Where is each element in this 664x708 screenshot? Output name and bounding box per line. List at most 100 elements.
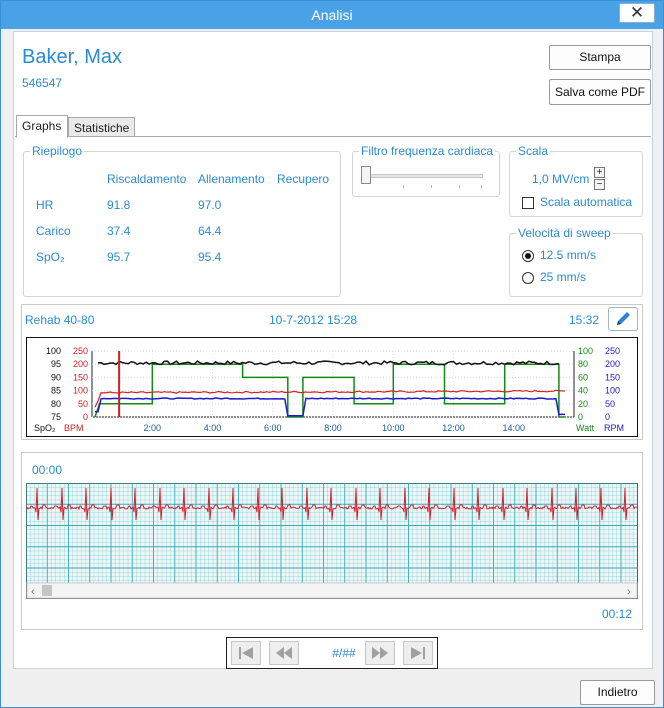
- ecg-strip: ‹ ›: [26, 483, 638, 599]
- time-tick-label: 4:00: [204, 423, 222, 433]
- hr-filter-legend: Filtro frequenza cardiaca: [359, 144, 496, 158]
- row-label: HR: [36, 198, 54, 212]
- patient-id: 546547: [22, 76, 63, 90]
- hr-filter-slider-track[interactable]: [365, 174, 483, 178]
- watt-tick-label: 20: [578, 399, 588, 409]
- session-duration: 15:32: [569, 313, 600, 327]
- scale-legend: Scala: [516, 144, 551, 158]
- summary-legend: Riepilogo: [30, 144, 85, 158]
- watt-axis-label: Watt: [576, 423, 595, 433]
- value-cell: 91.8: [107, 198, 131, 212]
- watt-tick-label: 100: [578, 346, 593, 356]
- value-cell: 97.0: [198, 198, 222, 212]
- ecg-start-time: 00:00: [32, 463, 63, 477]
- sweep-speed-group: Velocità di sweep 12.5 mm/s 25 mm/s: [509, 226, 643, 297]
- scale-increase-button[interactable]: +: [594, 167, 605, 178]
- auto-scale-checkbox[interactable]: [522, 197, 534, 209]
- column-header: Riscaldamento: [107, 172, 187, 186]
- sweep-option-label[interactable]: 25 mm/s: [540, 270, 587, 284]
- first-button[interactable]: [231, 641, 261, 665]
- skip-first-icon: [239, 647, 253, 659]
- sweep-legend: Velocità di sweep: [516, 226, 613, 240]
- session-datetime: 10-7-2012 15:28: [269, 313, 358, 327]
- bpm-tick-label: 50: [78, 399, 88, 409]
- back-button[interactable]: Indietro: [580, 680, 655, 705]
- program-name: Rehab 40-80: [25, 313, 95, 327]
- spo2-tick-label: 90: [51, 372, 61, 382]
- trend-chart-border: [26, 337, 638, 437]
- value-cell: 95.7: [107, 250, 131, 264]
- spo2-axis-label: SpO₂: [34, 423, 56, 433]
- value-cell: 64.4: [198, 224, 222, 238]
- slider-tick: [481, 185, 482, 188]
- column-header: Recupero: [277, 172, 330, 186]
- graphs-tab-panel: Riepilogo Riscaldamento Allenamento Recu…: [15, 136, 651, 634]
- patient-name: Baker, Max: [22, 46, 123, 68]
- time-tick-label: 2:00: [143, 423, 161, 433]
- watt-tick-label: 80: [578, 359, 588, 369]
- bpm-axis-label: BPM: [64, 423, 84, 433]
- next-button[interactable]: [365, 641, 395, 665]
- sweep-option-label[interactable]: 12.5 mm/s: [540, 248, 597, 262]
- column-header: Allenamento: [198, 172, 265, 186]
- hr-filter-slider-thumb[interactable]: [361, 166, 371, 184]
- ecg-scrollbar[interactable]: [26, 582, 638, 599]
- content-panel: Baker, Max 546547 Stampa Salva come PDF …: [13, 31, 653, 669]
- spo2-tick-label: 100: [46, 346, 61, 356]
- record-navigation: #/##: [226, 637, 438, 669]
- title-bar: Analisi ✕: [1, 1, 663, 29]
- rpm-tick-label: 200: [605, 359, 620, 369]
- time-tick-label: 8:00: [324, 423, 342, 433]
- spo2-tick-label: 85: [51, 386, 61, 396]
- trend-panel: Rehab 40-80 10-7-2012 15:28 15:32 100 250…: [21, 304, 643, 440]
- spo2-tick-label: 95: [51, 359, 61, 369]
- watt-line: [94, 363, 565, 418]
- slider-tick: [403, 185, 404, 188]
- slider-tick: [459, 185, 460, 188]
- auto-scale-label[interactable]: Scala automatica: [540, 195, 633, 209]
- last-button[interactable]: [403, 641, 433, 665]
- ecg-trace: [26, 487, 638, 521]
- ecg-end-time: 00:12: [602, 607, 633, 621]
- slider-tick: [431, 185, 432, 188]
- scale-group: Scala 1,0 MV/cm + − Scala automatica: [509, 144, 643, 217]
- window-title: Analisi: [311, 7, 353, 23]
- bpm-tick-label: 250: [73, 346, 88, 356]
- page-indicator: #/##: [332, 646, 356, 660]
- previous-button[interactable]: [269, 641, 299, 665]
- spo2-tick-label: 75: [51, 412, 61, 422]
- sweep-radio-12-5[interactable]: [522, 250, 534, 262]
- print-button[interactable]: Stampa: [549, 45, 651, 70]
- trend-lines: [94, 351, 566, 418]
- sweep-radio-25[interactable]: [522, 272, 534, 284]
- watt-tick-label: 40: [578, 386, 588, 396]
- scale-decrease-button[interactable]: −: [594, 179, 605, 190]
- scroll-right-icon[interactable]: ›: [627, 586, 631, 598]
- rpm-tick-label: 100: [605, 386, 620, 396]
- rpm-tick-label: 50: [605, 399, 615, 409]
- bpm-tick-label: 150: [73, 372, 88, 382]
- tab-graphs[interactable]: Graphs: [16, 115, 68, 138]
- hr-filter-group: Filtro frequenza cardiaca: [352, 144, 500, 197]
- bpm-tick-label: 200: [73, 359, 88, 369]
- spo2-tick-label: 80: [51, 399, 61, 409]
- tab-statistics[interactable]: Statistiche: [68, 117, 135, 137]
- scroll-left-icon[interactable]: ‹: [31, 586, 35, 598]
- pencil-icon: [617, 312, 630, 325]
- rpm-axis-label: RPM: [604, 423, 624, 433]
- skip-last-icon: [411, 647, 425, 659]
- bpm-tick-label: 100: [73, 386, 88, 396]
- edit-button[interactable]: [608, 307, 638, 331]
- watt-tick-label: 0: [578, 412, 583, 422]
- close-button[interactable]: ✕: [619, 3, 655, 23]
- ecg-grid: [26, 483, 638, 583]
- spo2-line: [97, 360, 559, 366]
- scale-value: 1,0 MV/cm: [532, 172, 590, 186]
- summary-group: Riepilogo Riscaldamento Allenamento Recu…: [23, 144, 341, 297]
- ecg-scrollbar-thumb[interactable]: [42, 585, 52, 596]
- close-icon: ✕: [629, 3, 645, 22]
- watt-tick-label: 60: [578, 372, 588, 382]
- save-pdf-button[interactable]: Salva come PDF: [549, 79, 651, 105]
